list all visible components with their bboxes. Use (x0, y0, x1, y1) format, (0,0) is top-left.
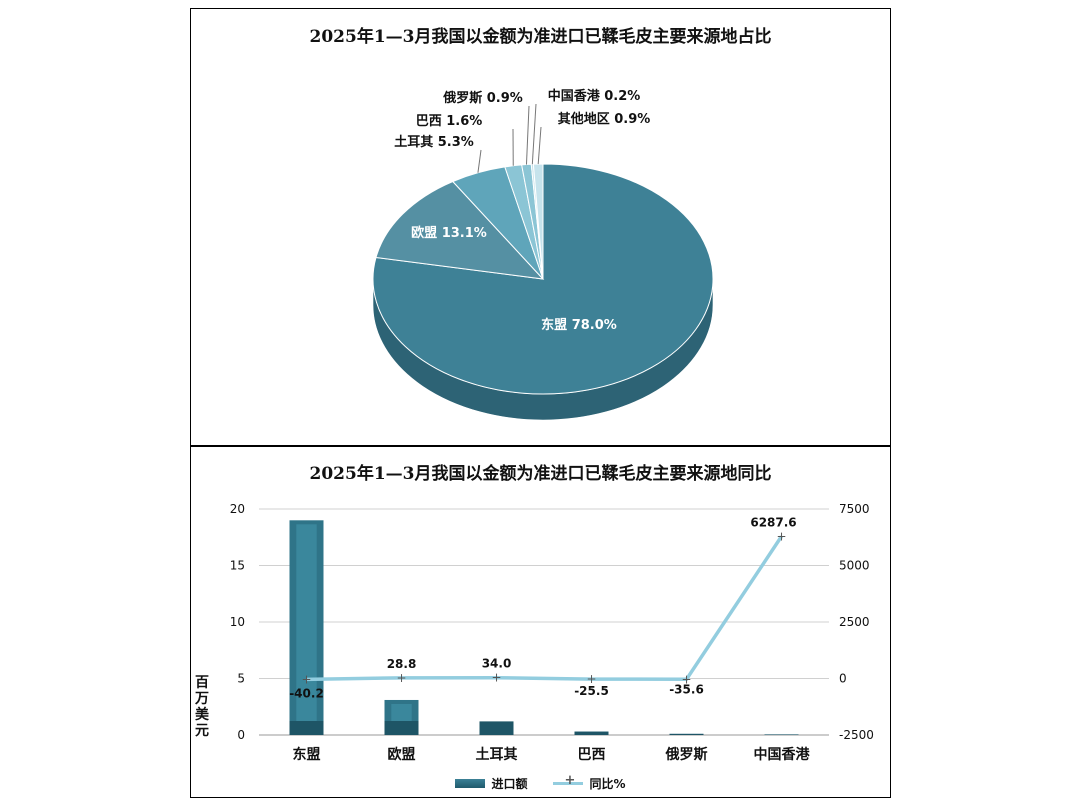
y2-tick-label: 5000 (839, 559, 870, 573)
pie-label-中国香港: 中国香港 0.2% (548, 88, 641, 104)
line-marker: + (586, 672, 596, 686)
pie-label-东盟: 东盟 78.0% (541, 317, 617, 333)
legend-line-swatch (553, 773, 584, 789)
x-tick-label: 巴西 (578, 747, 606, 763)
bar-base (289, 721, 324, 735)
y-tick-label: 0 (237, 728, 245, 742)
pie-leader-line (537, 126, 542, 165)
bar-chart: 0 5 10 15 20 -2500 0 2500 5000 7500 东盟 欧盟 土耳其 巴西 俄罗斯 中国… (230, 502, 874, 763)
pie-slice-欧盟 (375, 180, 545, 280)
y2-tick-label: 2500 (839, 615, 870, 629)
y-tick-label: 20 (230, 502, 245, 516)
pie-label-俄罗斯: 俄罗斯 0.9% (442, 90, 523, 106)
legend: 进口额 同比% (191, 773, 890, 792)
bar-base (384, 721, 419, 735)
legend-label-import: 进口额 (491, 776, 528, 791)
bar-巴西 (574, 731, 609, 735)
pie-label-欧盟: 欧盟 13.1% (411, 225, 487, 241)
legend-item-import: 进口额 (455, 775, 527, 792)
pie-label-巴西: 巴西 1.6% (416, 114, 483, 129)
data-label-yoy: -35.6 (669, 682, 704, 696)
bar-base (574, 731, 609, 735)
x-tick-label: 土耳其 (476, 746, 518, 763)
y2-tick-label: 7500 (839, 502, 870, 516)
bar-俄罗斯 (669, 733, 704, 735)
y2-tick-label: -2500 (839, 728, 874, 742)
line-marker: + (396, 671, 406, 685)
pie-chart-panel: 2025年1—3月我国以金额为准进口已鞣毛皮主要来源地占比 东盟 78.0% 欧盟… (190, 8, 891, 446)
bar-土耳其 (479, 721, 514, 735)
bar-欧盟 (384, 699, 419, 735)
data-label-yoy: 6287.6 (750, 515, 796, 529)
y-axis-label: 百万美元 (195, 675, 209, 739)
y-tick-label: 10 (230, 615, 245, 629)
bar-中国香港 (764, 734, 799, 735)
x-tick-label: 中国香港 (754, 746, 811, 763)
pie-chart: 东盟 78.0% 欧盟 13.1% 土耳其 5.3% 巴西 1.6% 俄罗斯 0.9% 中… (372, 88, 714, 421)
pie-leader-line (531, 103, 537, 165)
pie-leader-line (477, 149, 482, 173)
data-label-yoy: -40.2 (289, 686, 324, 700)
pie-slice-其他地区 (532, 163, 544, 280)
line-marker: + (681, 672, 691, 686)
line-marker: + (301, 672, 311, 686)
y-tick-label: 5 (237, 672, 245, 686)
legend-item-yoy: 同比% (553, 773, 626, 792)
bar-东盟 (289, 520, 324, 735)
bar-chart-panel: 2025年1—3月我国以金额为准进口已鞣毛皮主要来源地同比 0 5 10 15 20 -2… (190, 446, 891, 798)
line-marker: + (776, 529, 786, 543)
bar-base (669, 733, 704, 735)
bar-base (479, 721, 514, 735)
pie-label-其他地区: 其他地区 0.9% (558, 111, 651, 127)
pie-leader-line (525, 105, 530, 165)
line-marker: + (491, 671, 501, 685)
data-label-yoy: 28.8 (387, 657, 417, 671)
x-tick-label: 东盟 (293, 746, 321, 763)
x-tick-label: 俄罗斯 (665, 746, 708, 763)
y2-tick-label: 0 (839, 672, 847, 686)
y-tick-label: 15 (230, 559, 245, 573)
bar-base (764, 734, 799, 735)
x-tick-label: 欧盟 (388, 746, 416, 763)
pie-chart-title: 2025年1—3月我国以金额为准进口已鞣毛皮主要来源地占比 (309, 27, 772, 47)
pie-label-土耳其: 土耳其 5.3% (394, 134, 474, 150)
data-label-yoy: 34.0 (482, 657, 512, 671)
pie-slice-东盟 (372, 163, 714, 395)
legend-label-yoy: 同比% (589, 776, 626, 791)
bar-chart-title: 2025年1—3月我国以金额为准进口已鞣毛皮主要来源地同比 (309, 464, 772, 484)
legend-bar-swatch (455, 778, 486, 788)
data-label-yoy: -25.5 (574, 684, 609, 698)
line-series-yoy (306, 535, 783, 682)
